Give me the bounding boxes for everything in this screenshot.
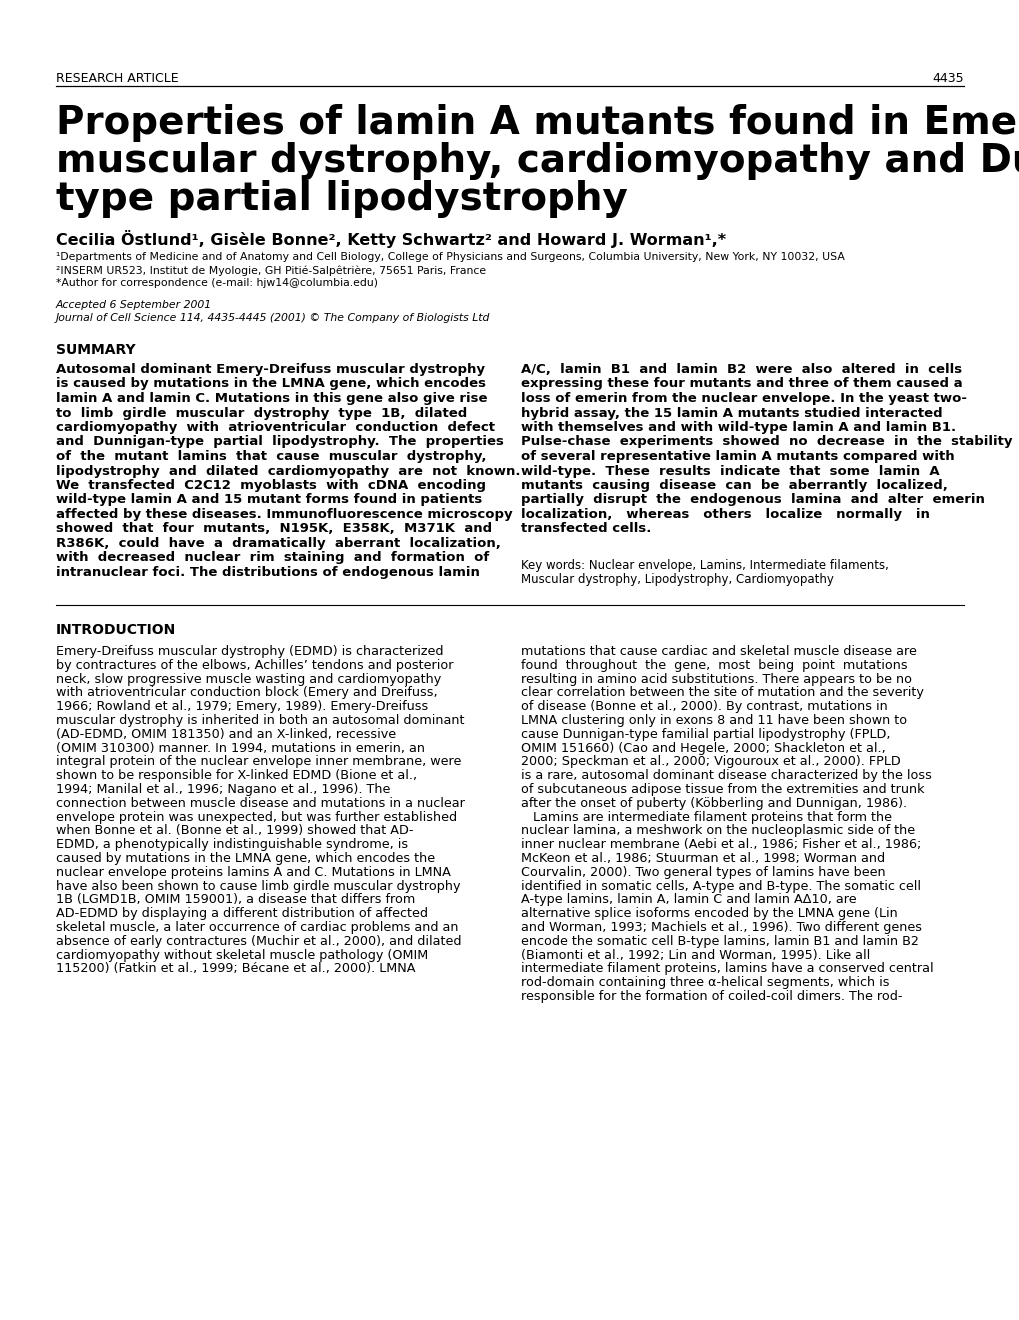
Text: connection between muscle disease and mutations in a nuclear: connection between muscle disease and mu…	[56, 797, 465, 809]
Text: of subcutaneous adipose tissue from the extremities and trunk: of subcutaneous adipose tissue from the …	[521, 783, 923, 796]
Text: loss of emerin from the nuclear envelope. In the yeast two-: loss of emerin from the nuclear envelope…	[521, 392, 966, 405]
Text: intranuclear foci. The distributions of endogenous lamin: intranuclear foci. The distributions of …	[56, 566, 479, 579]
Text: is a rare, autosomal dominant disease characterized by the loss: is a rare, autosomal dominant disease ch…	[521, 770, 931, 783]
Text: after the onset of puberty (Köbberling and Dunnigan, 1986).: after the onset of puberty (Köbberling a…	[521, 797, 906, 809]
Text: Lamins are intermediate filament proteins that form the: Lamins are intermediate filament protein…	[521, 810, 892, 824]
Text: 1994; Manilal et al., 1996; Nagano et al., 1996). The: 1994; Manilal et al., 1996; Nagano et al…	[56, 783, 390, 796]
Text: Emery-Dreifuss muscular dystrophy (EDMD) is characterized: Emery-Dreifuss muscular dystrophy (EDMD)…	[56, 645, 443, 657]
Text: identified in somatic cells, A-type and B-type. The somatic cell: identified in somatic cells, A-type and …	[521, 879, 920, 892]
Text: shown to be responsible for X-linked EDMD (Bione et al.,: shown to be responsible for X-linked EDM…	[56, 770, 417, 783]
Text: is caused by mutations in the LMNA gene, which encodes: is caused by mutations in the LMNA gene,…	[56, 378, 485, 391]
Text: when Bonne et al. (Bonne et al., 1999) showed that AD-: when Bonne et al. (Bonne et al., 1999) s…	[56, 825, 413, 837]
Text: to  limb  girdle  muscular  dystrophy  type  1B,  dilated: to limb girdle muscular dystrophy type 1…	[56, 407, 467, 420]
Text: Cecilia Östlund¹, Gisèle Bonne², Ketty Schwartz² and Howard J. Worman¹,*: Cecilia Östlund¹, Gisèle Bonne², Ketty S…	[56, 230, 726, 248]
Text: (OMIM 310300) manner. In 1994, mutations in emerin, an: (OMIM 310300) manner. In 1994, mutations…	[56, 742, 425, 755]
Text: found  throughout  the  gene,  most  being  point  mutations: found throughout the gene, most being po…	[521, 659, 907, 672]
Text: (AD-EDMD, OMIM 181350) and an X-linked, recessive: (AD-EDMD, OMIM 181350) and an X-linked, …	[56, 727, 395, 741]
Text: muscular dystrophy, cardiomyopathy and Dunnigan-: muscular dystrophy, cardiomyopathy and D…	[56, 143, 1019, 180]
Text: hybrid assay, the 15 lamin A mutants studied interacted: hybrid assay, the 15 lamin A mutants stu…	[521, 407, 942, 420]
Text: R386K,  could  have  a  dramatically  aberrant  localization,: R386K, could have a dramatically aberran…	[56, 537, 500, 550]
Text: and  Dunnigan-type  partial  lipodystrophy.  The  properties: and Dunnigan-type partial lipodystrophy.…	[56, 436, 503, 449]
Text: LMNA clustering only in exons 8 and 11 have been shown to: LMNA clustering only in exons 8 and 11 h…	[521, 714, 906, 727]
Text: cardiomyopathy without skeletal muscle pathology (OMIM: cardiomyopathy without skeletal muscle p…	[56, 949, 428, 961]
Text: localization,   whereas   others   localize   normally   in: localization, whereas others localize no…	[521, 508, 929, 521]
Text: with themselves and with wild-type lamin A and lamin B1.: with themselves and with wild-type lamin…	[521, 421, 955, 434]
Text: by contractures of the elbows, Achilles’ tendons and posterior: by contractures of the elbows, Achilles’…	[56, 659, 453, 672]
Text: cause Dunnigan-type familial partial lipodystrophy (FPLD,: cause Dunnigan-type familial partial lip…	[521, 727, 890, 741]
Text: AD-EDMD by displaying a different distribution of affected: AD-EDMD by displaying a different distri…	[56, 907, 428, 920]
Text: We  transfected  C2C12  myoblasts  with  cDNA  encoding: We transfected C2C12 myoblasts with cDNA…	[56, 479, 485, 492]
Text: Key words: Nuclear envelope, Lamins, Intermediate filaments,: Key words: Nuclear envelope, Lamins, Int…	[521, 558, 888, 572]
Text: of disease (Bonne et al., 2000). By contrast, mutations in: of disease (Bonne et al., 2000). By cont…	[521, 700, 887, 713]
Text: Autosomal dominant Emery-Dreifuss muscular dystrophy: Autosomal dominant Emery-Dreifuss muscul…	[56, 363, 484, 376]
Text: *Author for correspondence (e-mail: hjw14@columbia.edu): *Author for correspondence (e-mail: hjw1…	[56, 279, 378, 288]
Text: lipodystrophy  and  dilated  cardiomyopathy  are  not  known.: lipodystrophy and dilated cardiomyopathy…	[56, 465, 520, 478]
Text: 4435: 4435	[931, 73, 963, 84]
Text: A/C,  lamin  B1  and  lamin  B2  were  also  altered  in  cells: A/C, lamin B1 and lamin B2 were also alt…	[521, 363, 961, 376]
Text: nuclear envelope proteins lamins A and C. Mutations in LMNA: nuclear envelope proteins lamins A and C…	[56, 866, 450, 879]
Text: expressing these four mutants and three of them caused a: expressing these four mutants and three …	[521, 378, 962, 391]
Text: wild-type lamin A and 15 mutant forms found in patients: wild-type lamin A and 15 mutant forms fo…	[56, 494, 482, 507]
Text: (Biamonti et al., 1992; Lin and Worman, 1995). Like all: (Biamonti et al., 1992; Lin and Worman, …	[521, 949, 869, 961]
Text: partially  disrupt  the  endogenous  lamina  and  alter  emerin: partially disrupt the endogenous lamina …	[521, 494, 984, 507]
Text: Muscular dystrophy, Lipodystrophy, Cardiomyopathy: Muscular dystrophy, Lipodystrophy, Cardi…	[521, 573, 834, 586]
Text: SUMMARY: SUMMARY	[56, 343, 136, 356]
Text: Accepted 6 September 2001: Accepted 6 September 2001	[56, 300, 212, 310]
Text: integral protein of the nuclear envelope inner membrane, were: integral protein of the nuclear envelope…	[56, 755, 461, 768]
Text: clear correlation between the site of mutation and the severity: clear correlation between the site of mu…	[521, 686, 923, 700]
Text: with  decreased  nuclear  rim  staining  and  formation  of: with decreased nuclear rim staining and …	[56, 552, 489, 565]
Text: McKeon et al., 1986; Stuurman et al., 1998; Worman and: McKeon et al., 1986; Stuurman et al., 19…	[521, 851, 884, 865]
Text: neck, slow progressive muscle wasting and cardiomyopathy: neck, slow progressive muscle wasting an…	[56, 673, 441, 685]
Text: and Worman, 1993; Machiels et al., 1996). Two different genes: and Worman, 1993; Machiels et al., 1996)…	[521, 921, 921, 935]
Text: of  the  mutant  lamins  that  cause  muscular  dystrophy,: of the mutant lamins that cause muscular…	[56, 450, 486, 463]
Text: showed  that  four  mutants,  N195K,  E358K,  M371K  and: showed that four mutants, N195K, E358K, …	[56, 523, 491, 536]
Text: OMIM 151660) (Cao and Hegele, 2000; Shackleton et al.,: OMIM 151660) (Cao and Hegele, 2000; Shac…	[521, 742, 884, 755]
Text: transfected cells.: transfected cells.	[521, 523, 651, 536]
Text: encode the somatic cell B-type lamins, lamin B1 and lamin B2: encode the somatic cell B-type lamins, l…	[521, 935, 918, 948]
Text: alternative splice isoforms encoded by the LMNA gene (Lin: alternative splice isoforms encoded by t…	[521, 907, 897, 920]
Text: INTRODUCTION: INTRODUCTION	[56, 623, 176, 638]
Text: mutants  causing  disease  can  be  aberrantly  localized,: mutants causing disease can be aberrantl…	[521, 479, 947, 492]
Text: type partial lipodystrophy: type partial lipodystrophy	[56, 180, 628, 218]
Text: wild-type.  These  results  indicate  that  some  lamin  A: wild-type. These results indicate that s…	[521, 465, 938, 478]
Text: nuclear lamina, a meshwork on the nucleoplasmic side of the: nuclear lamina, a meshwork on the nucleo…	[521, 825, 914, 837]
Text: rod-domain containing three α-helical segments, which is: rod-domain containing three α-helical se…	[521, 977, 889, 989]
Text: cardiomyopathy  with  atrioventricular  conduction  defect: cardiomyopathy with atrioventricular con…	[56, 421, 494, 434]
Text: muscular dystrophy is inherited in both an autosomal dominant: muscular dystrophy is inherited in both …	[56, 714, 464, 727]
Text: lamin A and lamin C. Mutations in this gene also give rise: lamin A and lamin C. Mutations in this g…	[56, 392, 487, 405]
Text: Properties of lamin A mutants found in Emery-Dreifuss: Properties of lamin A mutants found in E…	[56, 104, 1019, 143]
Text: with atrioventricular conduction block (Emery and Dreifuss,: with atrioventricular conduction block (…	[56, 686, 437, 700]
Text: RESEARCH ARTICLE: RESEARCH ARTICLE	[56, 73, 178, 84]
Text: have also been shown to cause limb girdle muscular dystrophy: have also been shown to cause limb girdl…	[56, 879, 460, 892]
Text: caused by mutations in the LMNA gene, which encodes the: caused by mutations in the LMNA gene, wh…	[56, 851, 435, 865]
Text: mutations that cause cardiac and skeletal muscle disease are: mutations that cause cardiac and skeleta…	[521, 645, 916, 657]
Text: ²INSERM UR523, Institut de Myologie, GH Pitié-Salpêtrière, 75651 Paris, France: ²INSERM UR523, Institut de Myologie, GH …	[56, 265, 486, 276]
Text: ¹Departments of Medicine and of Anatomy and Cell Biology, College of Physicians : ¹Departments of Medicine and of Anatomy …	[56, 252, 844, 261]
Text: 2000; Speckman et al., 2000; Vigouroux et al., 2000). FPLD: 2000; Speckman et al., 2000; Vigouroux e…	[521, 755, 900, 768]
Text: absence of early contractures (Muchir et al., 2000), and dilated: absence of early contractures (Muchir et…	[56, 935, 461, 948]
Text: 115200) (Fatkin et al., 1999; Bécane et al., 2000). LMNA: 115200) (Fatkin et al., 1999; Bécane et …	[56, 962, 415, 975]
Text: 1966; Rowland et al., 1979; Emery, 1989). Emery-Dreifuss: 1966; Rowland et al., 1979; Emery, 1989)…	[56, 700, 428, 713]
Text: responsible for the formation of coiled-coil dimers. The rod-: responsible for the formation of coiled-…	[521, 990, 902, 1003]
Text: inner nuclear membrane (Aebi et al., 1986; Fisher et al., 1986;: inner nuclear membrane (Aebi et al., 198…	[521, 838, 920, 851]
Text: Courvalin, 2000). Two general types of lamins have been: Courvalin, 2000). Two general types of l…	[521, 866, 884, 879]
Text: skeletal muscle, a later occurrence of cardiac problems and an: skeletal muscle, a later occurrence of c…	[56, 921, 459, 935]
Text: resulting in amino acid substitutions. There appears to be no: resulting in amino acid substitutions. T…	[521, 673, 911, 685]
Text: Pulse-chase  experiments  showed  no  decrease  in  the  stability: Pulse-chase experiments showed no decrea…	[521, 436, 1012, 449]
Text: intermediate filament proteins, lamins have a conserved central: intermediate filament proteins, lamins h…	[521, 962, 932, 975]
Text: affected by these diseases. Immunofluorescence microscopy: affected by these diseases. Immunofluore…	[56, 508, 513, 521]
Text: A-type lamins, lamin A, lamin C and lamin AΔ10, are: A-type lamins, lamin A, lamin C and lami…	[521, 894, 856, 907]
Text: envelope protein was unexpected, but was further established: envelope protein was unexpected, but was…	[56, 810, 457, 824]
Text: 1B (LGMD1B, OMIM 159001), a disease that differs from: 1B (LGMD1B, OMIM 159001), a disease that…	[56, 894, 415, 907]
Text: Journal of Cell Science 114, 4435-4445 (2001) © The Company of Biologists Ltd: Journal of Cell Science 114, 4435-4445 (…	[56, 313, 490, 323]
Text: EDMD, a phenotypically indistinguishable syndrome, is: EDMD, a phenotypically indistinguishable…	[56, 838, 408, 851]
Text: of several representative lamin A mutants compared with: of several representative lamin A mutant…	[521, 450, 954, 463]
